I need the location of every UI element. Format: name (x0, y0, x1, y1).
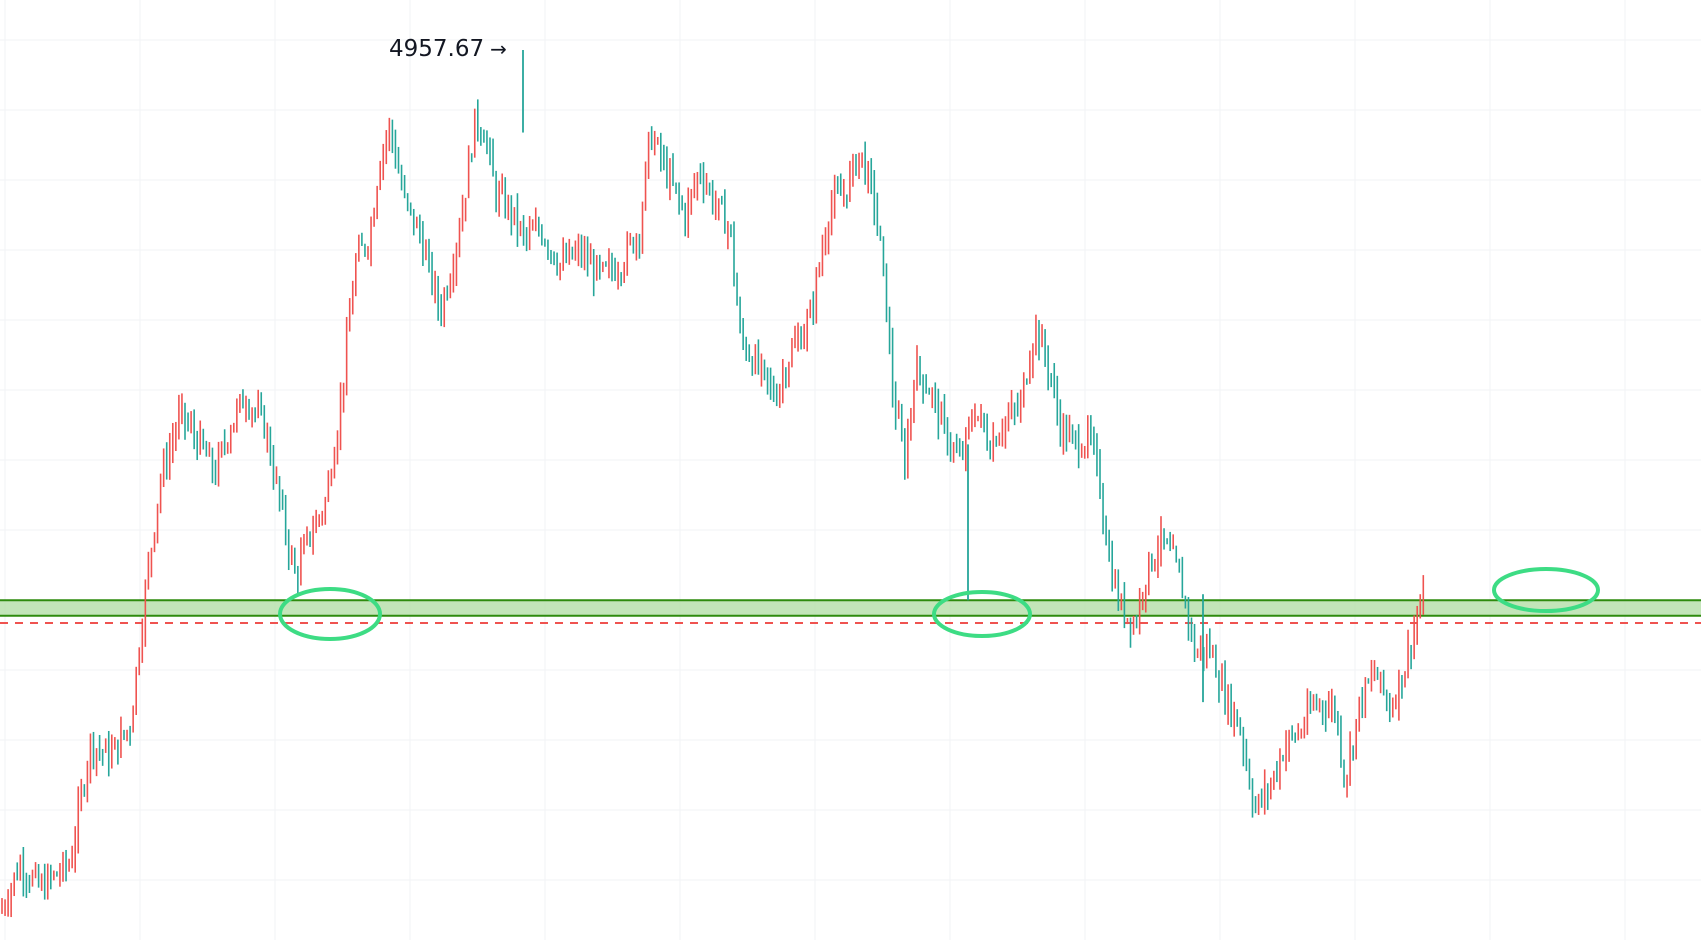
support-zone (0, 599, 1701, 624)
support-zone-band (0, 600, 1701, 616)
right-arrow-icon: → (490, 37, 507, 61)
highlight-circle-touch-1 (278, 587, 382, 642)
peak-price-label: 4957.67 → (389, 36, 507, 62)
highlight-circle-touch-2 (932, 590, 1032, 639)
highlight-circles (278, 567, 1600, 642)
highlight-circle-retest (1492, 567, 1600, 614)
peak-value: 4957.67 (389, 36, 485, 62)
price-bars (1, 50, 1425, 918)
